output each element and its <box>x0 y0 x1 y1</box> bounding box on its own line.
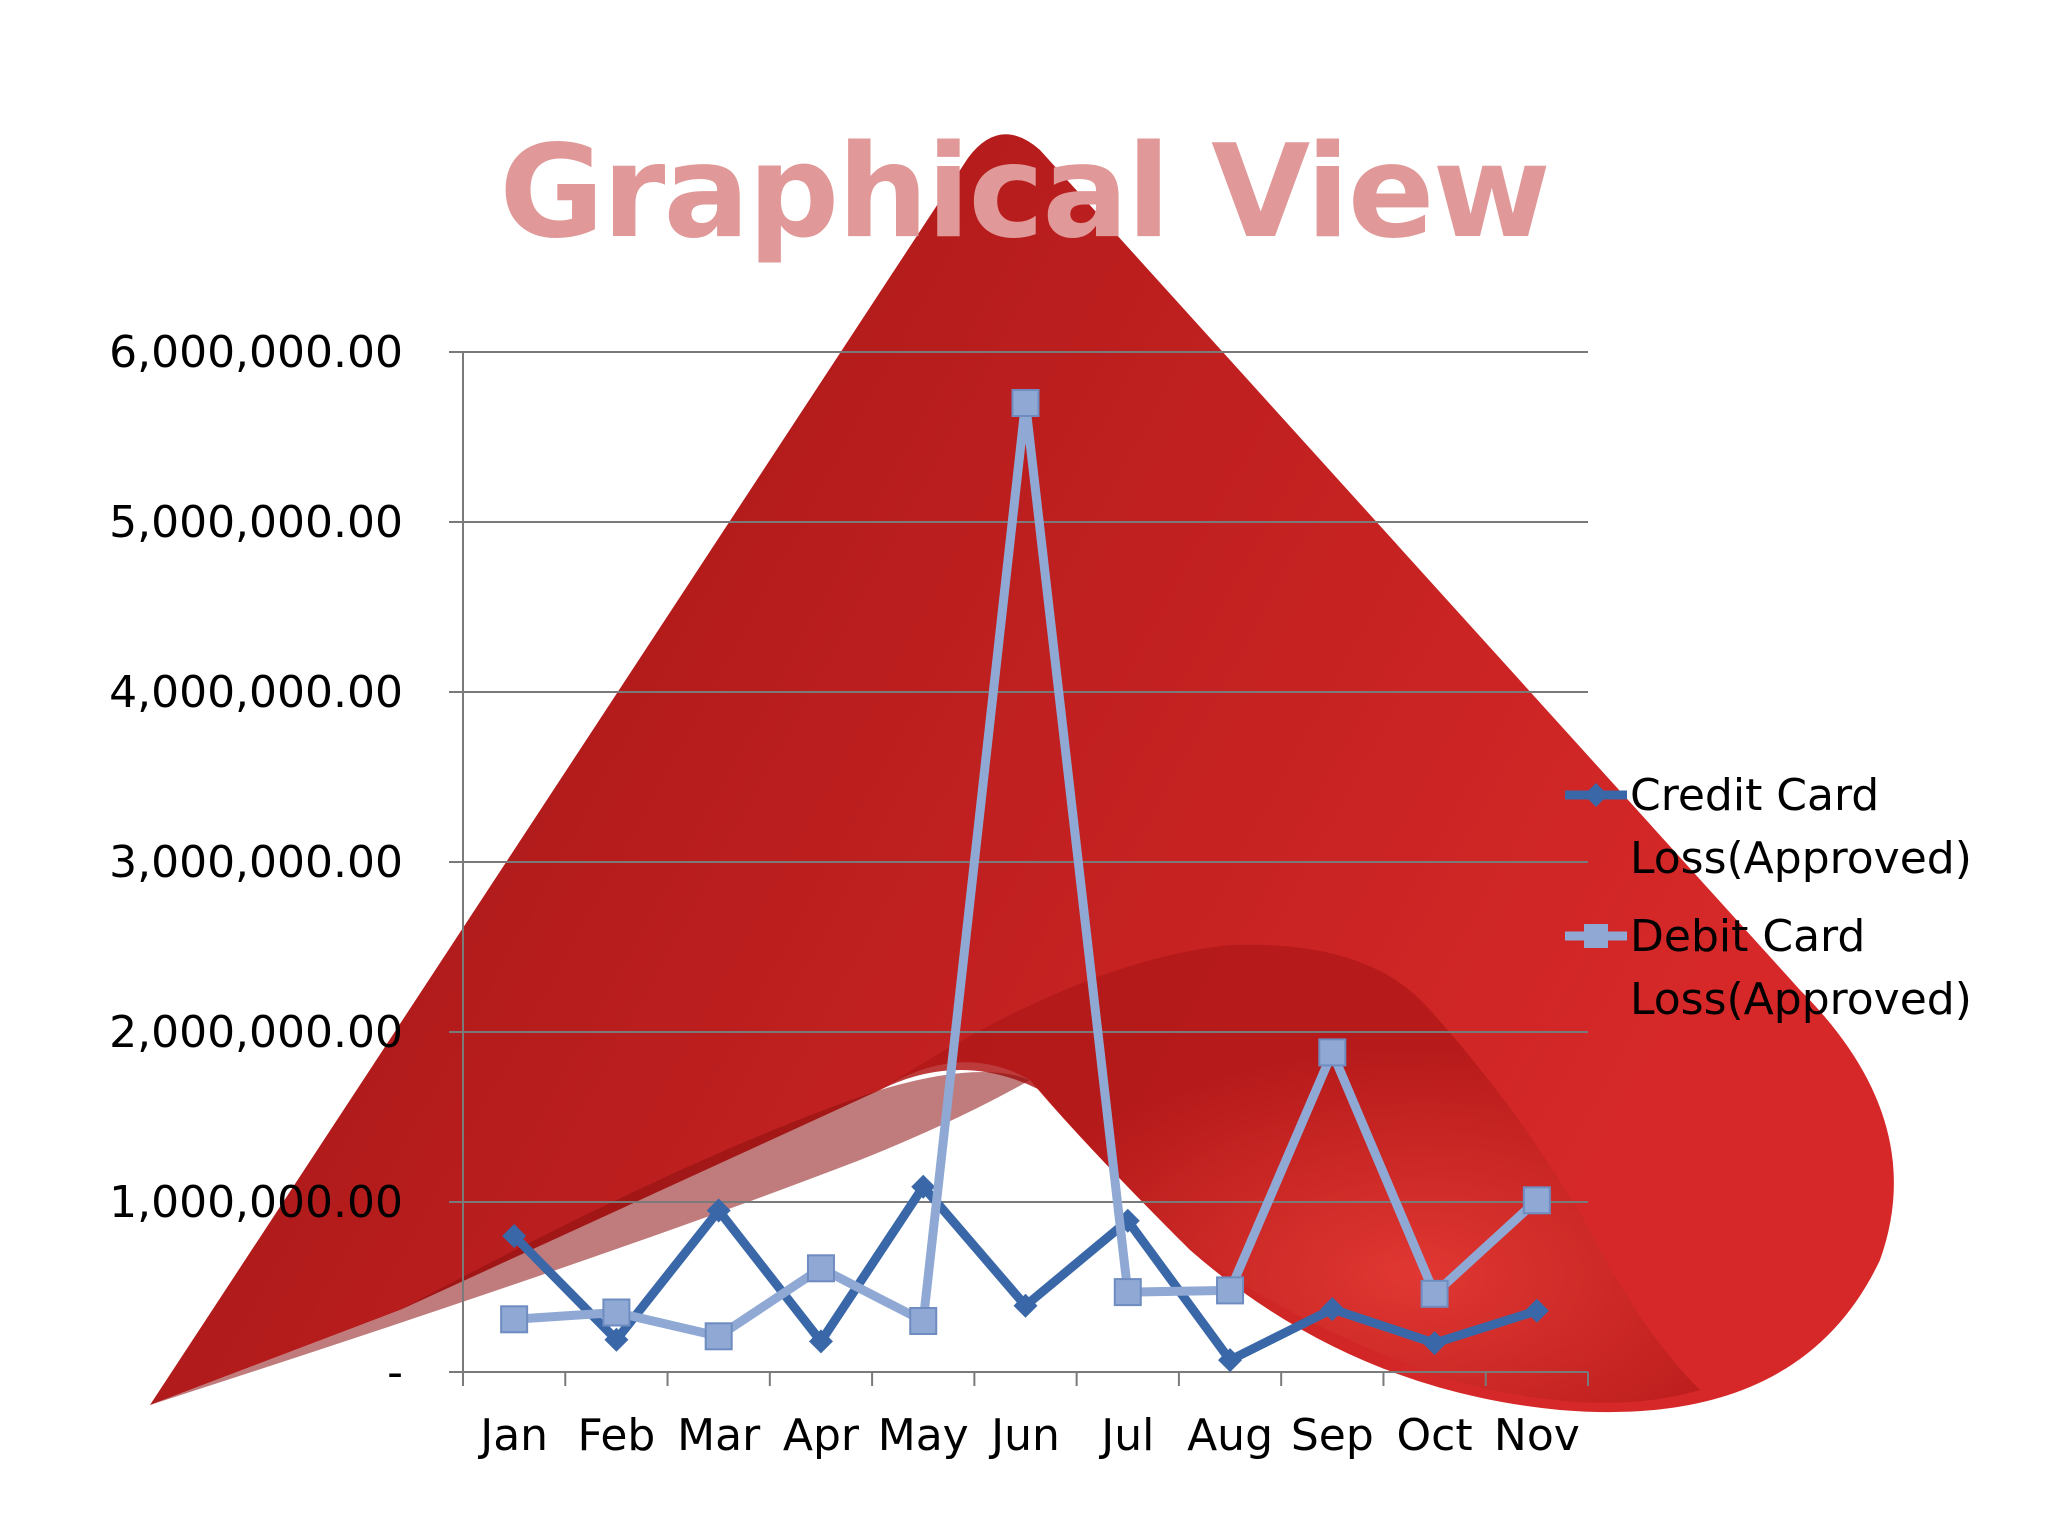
y-tick-label: 3,000,000.00 <box>109 837 403 888</box>
data-point <box>1216 1276 1245 1305</box>
data-point <box>909 1307 938 1335</box>
series-credit-card <box>502 1174 1549 1373</box>
legend-label: Loss(Approved) <box>1630 833 1972 884</box>
y-tick-label: 6,000,000.00 <box>109 327 403 378</box>
slide-title: Graphical View <box>499 118 1551 267</box>
data-point <box>1218 1348 1243 1373</box>
legend-label: Credit Card <box>1630 770 1879 821</box>
data-point <box>1011 389 1040 417</box>
series-debit-card <box>500 389 1551 1351</box>
x-tick-label: Aug <box>1187 1410 1273 1461</box>
legend-label: Debit Card <box>1630 911 1865 962</box>
y-tick-label: 4,000,000.00 <box>109 667 403 718</box>
legend-item: Debit Card Loss(Approved) <box>1565 911 1972 1025</box>
y-tick-label: 5,000,000.00 <box>109 497 403 548</box>
data-point <box>706 1198 731 1223</box>
x-tick-label: Apr <box>783 1410 860 1461</box>
x-tick-label: Sep <box>1291 1410 1374 1461</box>
legend-item: Credit Card Loss(Approved) <box>1565 770 1972 884</box>
x-tick-labels: Jan Feb Mar Apr May Jun Jul Aug Sep Oct Nov <box>477 1410 1580 1461</box>
data-point <box>502 1224 527 1248</box>
legend-swatch-marker <box>1584 924 1608 948</box>
data-point <box>1113 1278 1142 1307</box>
y-tick-label: 2,000,000.00 <box>109 1007 403 1058</box>
x-tick-label: Nov <box>1494 1410 1580 1461</box>
axes <box>449 352 1589 1386</box>
legend-label: Loss(Approved) <box>1630 974 1972 1025</box>
series-line <box>510 1182 1539 1365</box>
data-point <box>1320 1297 1345 1322</box>
y-tick-label: - <box>387 1347 403 1398</box>
data-point <box>704 1322 733 1351</box>
gridlines <box>449 351 1588 1203</box>
x-tick-label: Mar <box>677 1410 761 1461</box>
x-tick-label: Jan <box>477 1410 548 1461</box>
x-tick-label: Jun <box>988 1410 1060 1461</box>
data-point <box>1420 1279 1449 1308</box>
data-point <box>1422 1331 1447 1356</box>
x-tick-label: Oct <box>1397 1410 1473 1461</box>
data-point <box>808 1329 833 1354</box>
y-tick-labels: - 1,000,000.00 2,000,000.00 3,000,000.00 4,0… <box>109 327 403 1398</box>
data-point <box>1524 1298 1549 1323</box>
x-tick-label: Feb <box>577 1410 655 1461</box>
data-point <box>806 1254 835 1283</box>
legend-swatch-marker <box>1584 783 1608 807</box>
x-tick-label: Jul <box>1098 1410 1154 1461</box>
data-point <box>1522 1186 1551 1215</box>
data-point <box>1013 1293 1038 1318</box>
data-point <box>604 1327 629 1352</box>
data-point <box>1318 1038 1347 1067</box>
series <box>500 389 1551 1373</box>
series-line <box>513 398 1540 1341</box>
y-tick-label: 1,000,000.00 <box>109 1177 403 1228</box>
x-tick-label: May <box>878 1410 969 1461</box>
data-point <box>500 1305 529 1334</box>
data-point <box>602 1298 631 1327</box>
legend: Credit Card Loss(Approved) Debit Card Loss(… <box>1565 770 1972 1025</box>
data-point <box>911 1174 936 1199</box>
